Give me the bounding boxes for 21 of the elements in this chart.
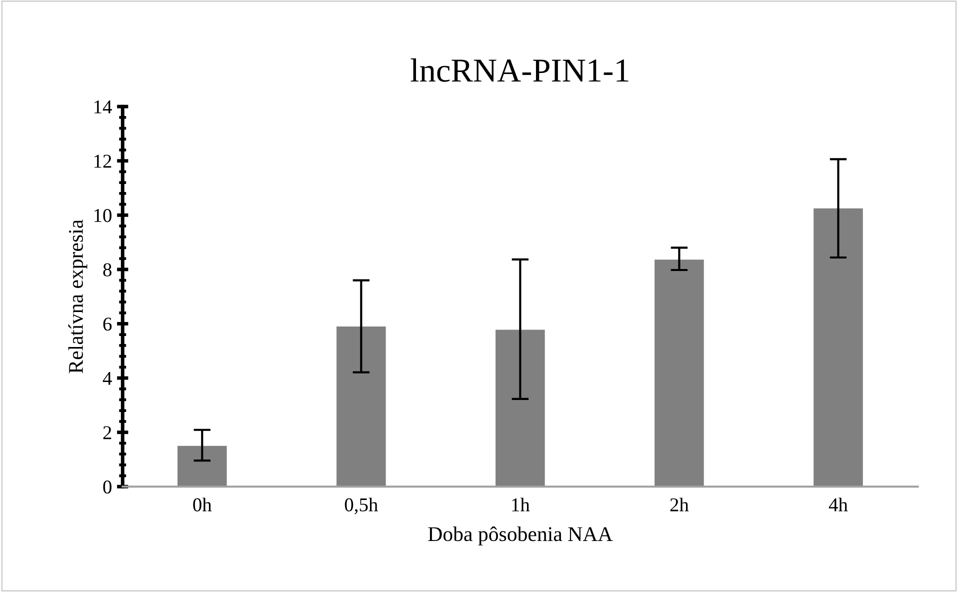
x-axis-title: Doba pôsobenia NAA <box>428 526 613 546</box>
y-tick-label: 2 <box>103 426 112 440</box>
chart-title: lncRNA-PIN1-1 <box>410 58 628 82</box>
x-tick-label: 0h <box>193 498 212 512</box>
x-tick-label: 0,5h <box>344 498 378 514</box>
y-tick-label: 6 <box>103 318 112 331</box>
bar <box>654 260 704 487</box>
y-tick-label: 12 <box>94 154 112 168</box>
bar <box>814 208 863 487</box>
y-axis-title: Relatívna expresia <box>68 220 88 374</box>
y-tick-label: 10 <box>94 208 112 222</box>
y-tick-label: 0 <box>103 480 112 494</box>
x-tick-label: 2h <box>670 498 689 512</box>
y-tick-label: 4 <box>102 372 112 385</box>
bar <box>177 446 227 487</box>
bar <box>496 330 545 487</box>
bar <box>336 326 386 487</box>
x-tick-label: 4h <box>828 498 848 512</box>
y-tick-label: 8 <box>103 263 112 276</box>
y-tick-label: 14 <box>94 100 112 114</box>
x-tick-label: 1h <box>512 498 530 512</box>
